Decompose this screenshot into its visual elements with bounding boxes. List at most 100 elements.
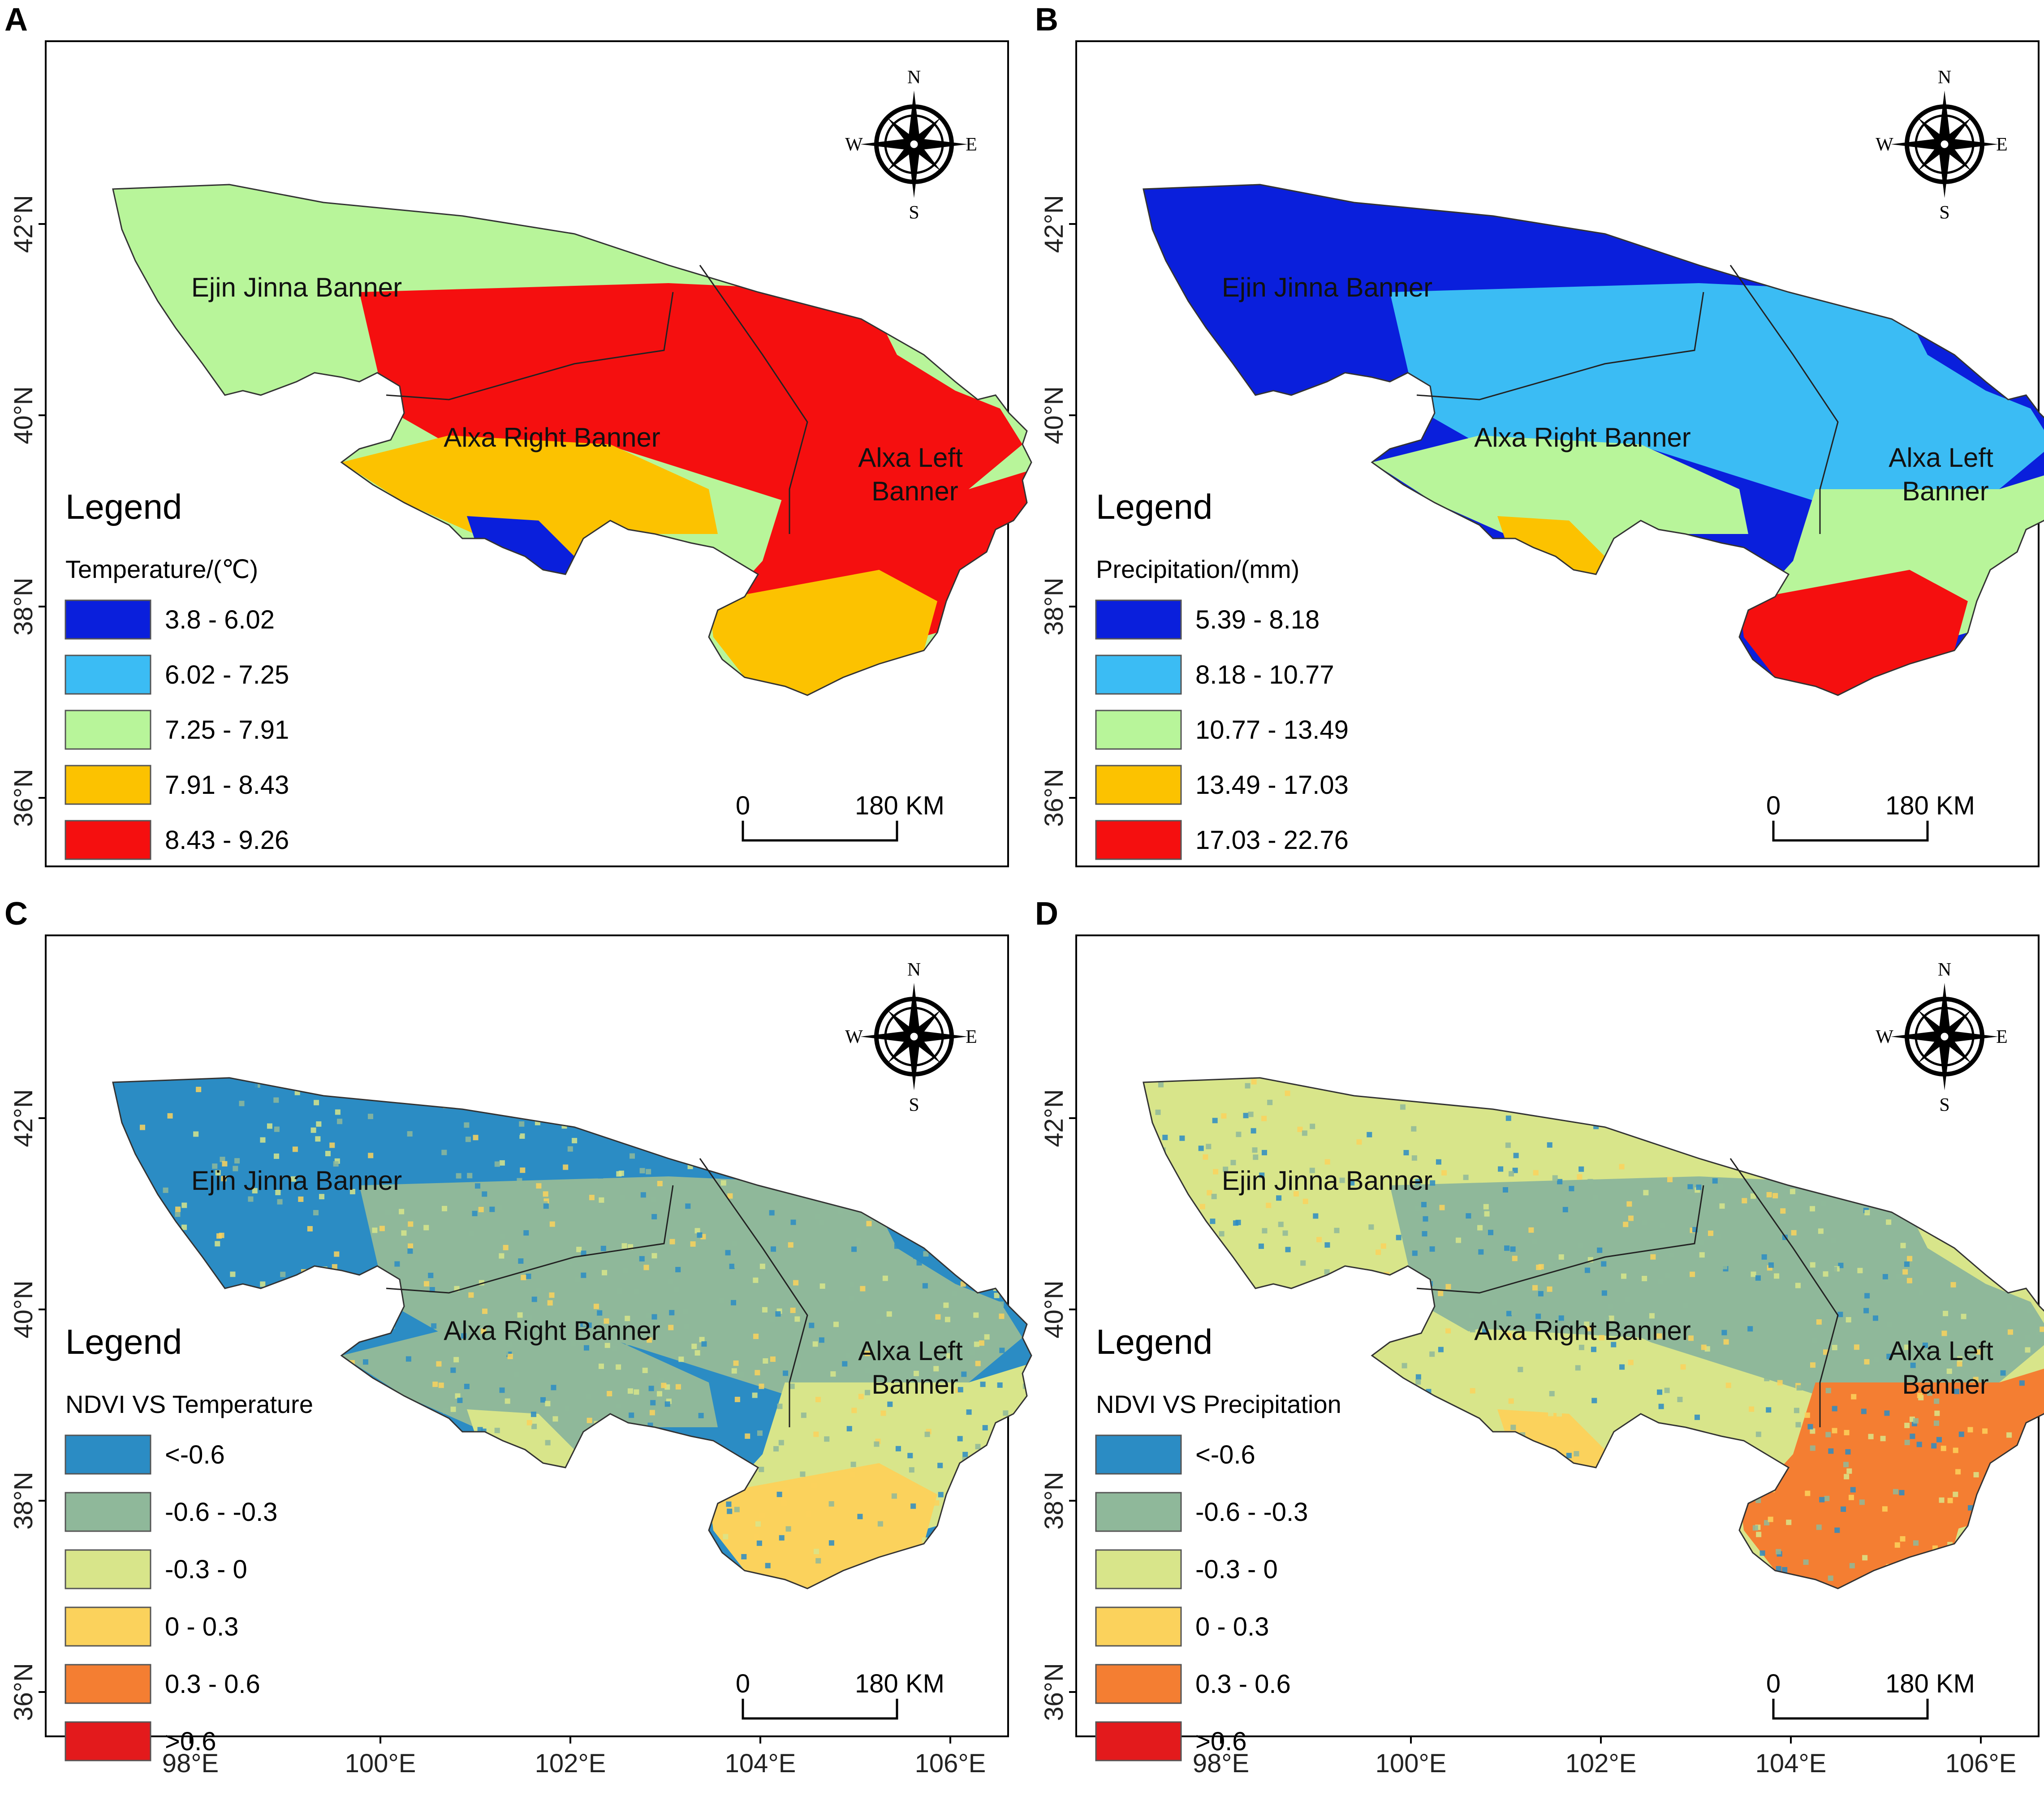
scale-end-label: 180 KM bbox=[1885, 1669, 1975, 1698]
legend-label: 7.25 - 7.91 bbox=[165, 715, 289, 745]
legend-label: 13.49 - 17.03 bbox=[1195, 771, 1349, 800]
legend-swatch bbox=[65, 1492, 151, 1532]
legend-label: -0.3 - 0 bbox=[1195, 1555, 1278, 1584]
scale-bar bbox=[742, 1699, 898, 1720]
legend-title: Legend bbox=[1096, 487, 1212, 526]
legend-title: Legend bbox=[1096, 1322, 1212, 1361]
study-area: Ejin Jinna Banner Alxa Right Banner Alxa L… bbox=[1143, 184, 2044, 696]
legend-label: 7.91 - 8.43 bbox=[165, 771, 289, 800]
legend-swatch bbox=[1095, 599, 1182, 640]
lon-tick-label: 106°E bbox=[1945, 1749, 2017, 1778]
lon-tick-label: 98°E bbox=[162, 1749, 219, 1778]
legend-swatch bbox=[65, 1721, 151, 1761]
compass-w-label: W bbox=[845, 134, 863, 155]
zone-fill bbox=[1390, 1176, 2044, 1396]
region-label: Alxa Left bbox=[1889, 1336, 1993, 1366]
legend-subtitle: NDVI VS Temperature bbox=[65, 1390, 313, 1418]
legend-swatch bbox=[65, 1606, 151, 1647]
legend-label: 8.18 - 10.77 bbox=[1195, 660, 1334, 689]
region-label: Alxa Left bbox=[858, 1336, 963, 1366]
legend-swatch bbox=[65, 820, 151, 860]
study-area: Ejin Jinna Banner Alxa Right Banner Alxa L… bbox=[1143, 1077, 2044, 1589]
compass-rose-icon: N S E W bbox=[845, 960, 977, 1115]
scale-start-label: 0 bbox=[1766, 1669, 1781, 1698]
region-label: Alxa Left bbox=[858, 443, 963, 473]
lon-tick-label: 102°E bbox=[1565, 1749, 1637, 1778]
legend-swatch bbox=[1095, 1549, 1182, 1589]
legend-swatch bbox=[1095, 1492, 1182, 1532]
legend-subtitle: NDVI VS Precipitation bbox=[1096, 1390, 1341, 1418]
scale-end-label: 180 KM bbox=[1885, 791, 1975, 820]
legend-swatch bbox=[1095, 1721, 1182, 1761]
lon-tick-label: 106°E bbox=[915, 1749, 986, 1778]
legend-swatch bbox=[1095, 765, 1182, 805]
legend-swatch bbox=[65, 765, 151, 805]
study-area: Ejin Jinna Banner Alxa Right Banner Alxa L… bbox=[112, 1077, 1032, 1589]
banner-boundary bbox=[1729, 1158, 1839, 1427]
banner-boundary bbox=[386, 292, 674, 400]
legend-swatch bbox=[65, 1549, 151, 1589]
legend-label: 0 - 0.3 bbox=[1195, 1612, 1269, 1641]
zone-fill bbox=[467, 516, 574, 574]
map-panel-d: D Ejin Jinna Banner Alxa Right Banner Alxa … bbox=[1035, 896, 2044, 1778]
legend-label: -0.6 - -0.3 bbox=[165, 1498, 277, 1527]
compass-w-label: W bbox=[1876, 134, 1893, 155]
lat-tick-label: 40°N bbox=[9, 1280, 38, 1339]
compass-n-label: N bbox=[1938, 67, 1951, 88]
legend-swatch bbox=[65, 710, 151, 750]
lat-tick-label: 42°N bbox=[9, 1089, 38, 1147]
scale-bar bbox=[1772, 1699, 1929, 1720]
legend-title: Legend bbox=[65, 487, 182, 526]
legend-label: -0.6 - -0.3 bbox=[1195, 1498, 1308, 1527]
scale-bar bbox=[1772, 821, 1929, 842]
compass-s-label: S bbox=[909, 1095, 919, 1115]
study-area: Ejin Jinna Banner Alxa Right Banner Alxa L… bbox=[112, 184, 1032, 696]
map-panel-b: B Ejin Jinna Banner Alxa Right Banner Alxa … bbox=[1035, 2, 2044, 867]
compass-s-label: S bbox=[1939, 202, 1949, 223]
compass-n-label: N bbox=[1938, 960, 1951, 980]
compass-s-label: S bbox=[909, 202, 919, 223]
banner-boundary bbox=[1416, 1185, 1704, 1294]
zone-fill bbox=[1390, 283, 2044, 503]
region-label: Alxa Left bbox=[1889, 443, 1993, 473]
legend-swatch bbox=[1095, 710, 1182, 750]
zone-fill bbox=[341, 1329, 718, 1463]
region-label: Banner bbox=[871, 1369, 958, 1399]
scale-bar bbox=[742, 821, 898, 842]
lat-tick-label: 40°N bbox=[9, 386, 38, 444]
lon-tick-label: 98°E bbox=[1193, 1749, 1249, 1778]
legend-label: 6.02 - 7.25 bbox=[165, 660, 289, 689]
legend-label: 10.77 - 13.49 bbox=[1195, 715, 1349, 745]
legend-label: -0.3 - 0 bbox=[165, 1555, 247, 1584]
lat-tick-label: 36°N bbox=[1039, 1663, 1069, 1721]
compass-n-label: N bbox=[907, 67, 921, 88]
region-label: Alxa Right Banner bbox=[1474, 422, 1691, 452]
legend-swatch bbox=[65, 1664, 151, 1704]
region-label: Ejin Jinna Banner bbox=[191, 272, 402, 302]
zone-fill bbox=[359, 283, 1022, 503]
legend-swatch bbox=[1095, 820, 1182, 860]
scale-start-label: 0 bbox=[1766, 791, 1781, 820]
panel-letter: A bbox=[4, 2, 28, 38]
legend-label: <-0.6 bbox=[165, 1440, 225, 1469]
banner-boundary bbox=[1729, 265, 1839, 534]
banner-boundary bbox=[1416, 292, 1704, 400]
region-label: Ejin Jinna Banner bbox=[191, 1166, 402, 1196]
compass-e-label: E bbox=[966, 134, 977, 155]
scale-end-label: 180 KM bbox=[855, 791, 944, 820]
panel-letter: B bbox=[1035, 2, 1058, 38]
compass-w-label: W bbox=[1876, 1027, 1893, 1047]
legend-swatch bbox=[1095, 654, 1182, 695]
lon-tick-label: 100°E bbox=[1376, 1749, 1447, 1778]
zone-fill bbox=[341, 435, 718, 570]
lon-tick-label: 102°E bbox=[535, 1749, 606, 1778]
zone-fill bbox=[1372, 1329, 1748, 1463]
compass-rose-icon: N S E W bbox=[1876, 960, 2008, 1115]
region-label: Banner bbox=[1902, 476, 1988, 506]
lon-tick-label: 104°E bbox=[725, 1749, 796, 1778]
legend-label: 5.39 - 8.18 bbox=[1195, 605, 1320, 634]
legend-label: 8.43 - 9.26 bbox=[165, 826, 289, 855]
region-label: Ejin Jinna Banner bbox=[1222, 272, 1432, 302]
legend-label: 3.8 - 6.02 bbox=[165, 605, 275, 634]
